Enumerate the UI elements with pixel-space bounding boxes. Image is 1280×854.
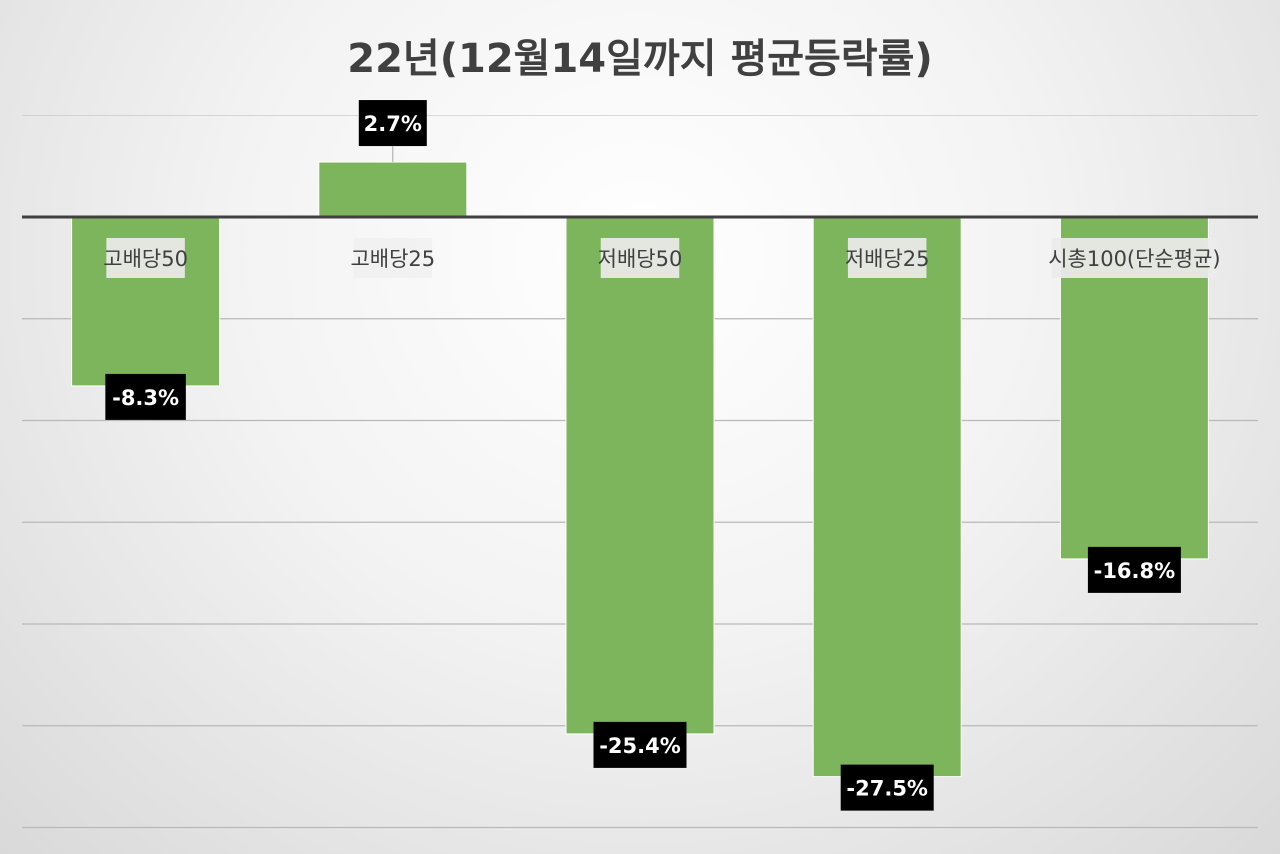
data-label: -25.4% xyxy=(599,734,681,758)
bar xyxy=(318,161,468,218)
category-label-bg xyxy=(353,238,433,278)
bar xyxy=(565,216,715,735)
chart-title: 22년(12월14일까지 평균등락률) xyxy=(347,36,932,82)
data-label-bg xyxy=(105,373,186,420)
data-label-bg xyxy=(840,764,934,811)
category-label-bg xyxy=(106,238,185,278)
category-label: 저배당50 xyxy=(598,247,683,271)
category-labels: 고배당50 고배당25 저배당50 저배당25 시총100(단순평균) xyxy=(103,238,1221,278)
category-label: 고배당25 xyxy=(350,247,435,271)
category-label-bg xyxy=(1051,238,1218,278)
category-label-bg xyxy=(600,238,680,278)
data-labels: -8.3% 2.7% -25.4% -27.5% -16.8% xyxy=(105,100,1181,811)
data-label: -16.8% xyxy=(1094,559,1176,583)
data-label: -8.3% xyxy=(112,386,179,410)
category-label: 고배당50 xyxy=(103,247,188,271)
data-label: -27.5% xyxy=(846,777,928,801)
data-label-bg xyxy=(593,721,687,768)
data-label-bg xyxy=(358,100,427,147)
category-label: 시총100(단순평균) xyxy=(1048,247,1220,271)
data-label-bg xyxy=(1087,546,1181,593)
data-label: 2.7% xyxy=(364,112,422,136)
bar xyxy=(812,216,962,778)
category-label: 저배당25 xyxy=(845,247,930,271)
category-label-bg xyxy=(847,238,927,278)
